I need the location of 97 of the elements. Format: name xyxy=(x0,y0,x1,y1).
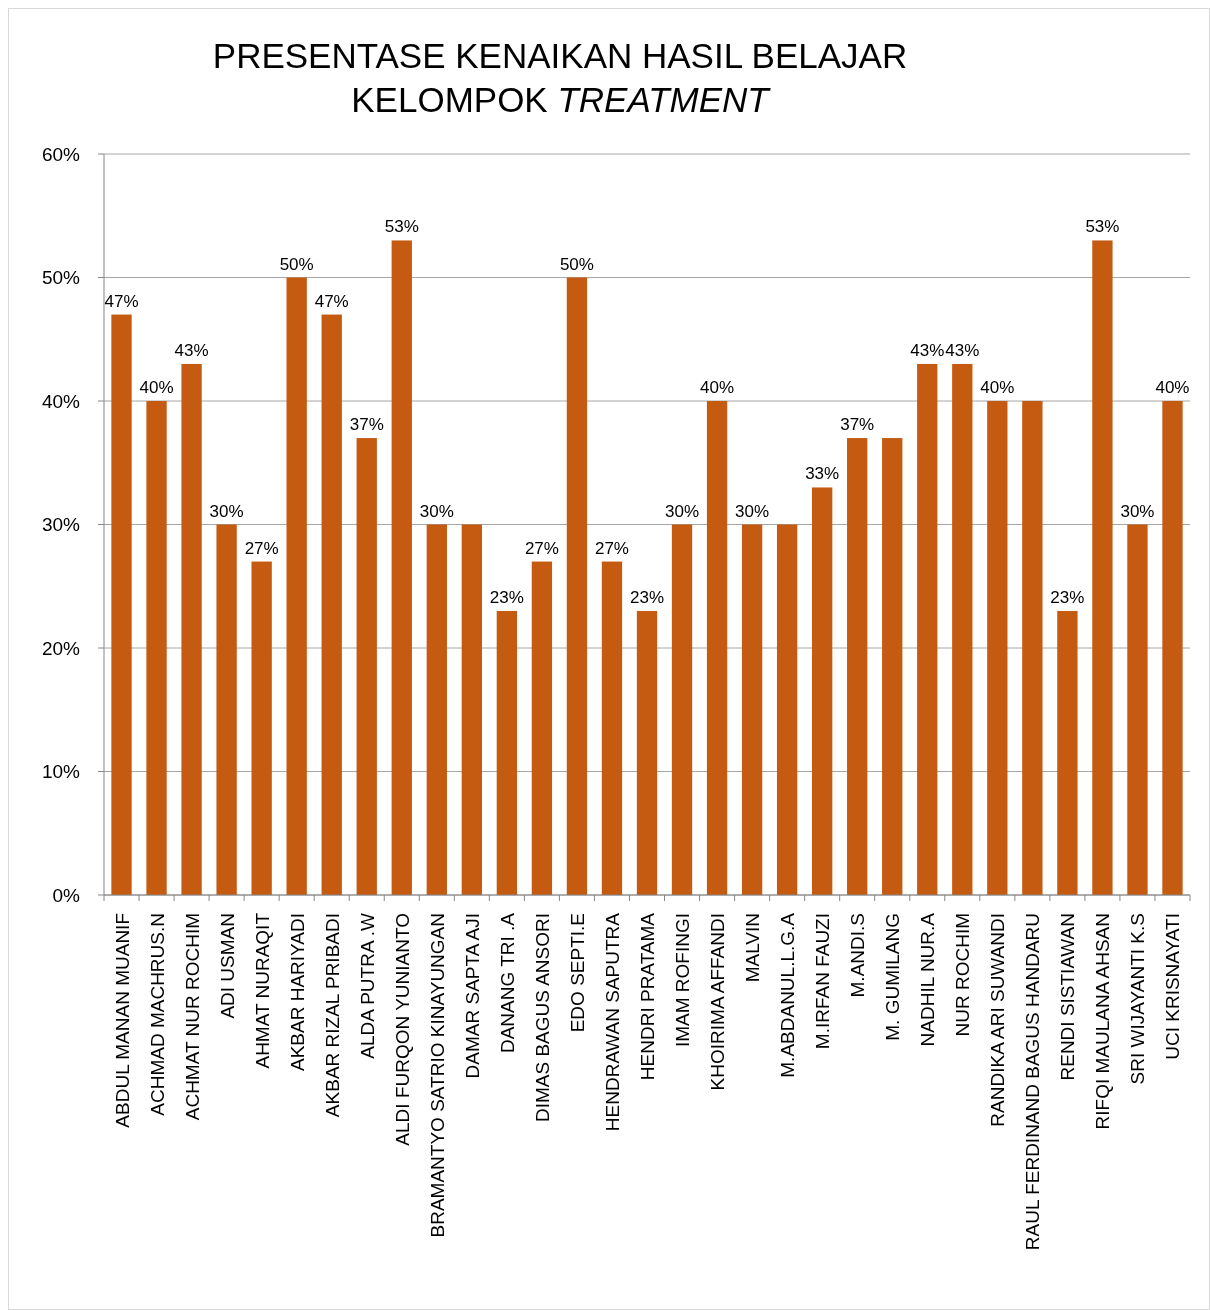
x-tick-label: M. GUMILANG xyxy=(882,913,904,1041)
data-label: 30% xyxy=(1120,501,1155,521)
bar xyxy=(321,314,342,895)
bar xyxy=(391,240,412,895)
data-label: 37% xyxy=(840,415,875,435)
bar xyxy=(531,561,553,895)
x-tick-label: MALVIN xyxy=(742,913,764,983)
bar xyxy=(286,277,307,895)
x-tick-label: ALDA PUTRA .W xyxy=(356,912,378,1059)
data-label: 23% xyxy=(489,587,524,607)
data-label: 40% xyxy=(700,378,735,397)
bar xyxy=(566,277,588,895)
bar xyxy=(847,438,868,895)
data-label: 47% xyxy=(104,291,139,311)
data-label: 53% xyxy=(384,217,419,237)
x-tick-label: DANANG TRI .A xyxy=(496,912,518,1054)
x-tick-label: HENDRI PRATAMA xyxy=(637,912,658,1081)
bar xyxy=(356,438,377,895)
data-label: 40% xyxy=(139,378,174,397)
bar xyxy=(216,524,237,895)
x-tick-label: ACHMAD MACHRUS.N xyxy=(146,913,168,1116)
y-tick-label: 0% xyxy=(52,884,81,906)
data-label: 33% xyxy=(805,464,840,484)
x-tick-label: ADI USMAN xyxy=(216,913,238,1019)
y-tick-label: 60% xyxy=(41,143,81,165)
x-tick-label: M.ABDANUL.L.G.A xyxy=(777,912,799,1078)
bar xyxy=(987,401,1008,895)
y-tick-label: 30% xyxy=(41,514,81,536)
x-tick-label: IMAM ROFINGI xyxy=(672,913,694,1048)
x-tick-label: KHOIRIMA AFFANDI xyxy=(707,913,729,1091)
x-tick-label: AKBAR HARIYADI xyxy=(286,913,308,1072)
x-tick-label: DIMAS BAGUS ANSORI xyxy=(531,913,553,1123)
x-tick-label: HENDRAWAN SAPUTRA xyxy=(601,912,623,1132)
data-label: 37% xyxy=(349,415,384,435)
x-tick-label: SRI WIJAYANTI K.S xyxy=(1127,913,1149,1085)
data-label: 23% xyxy=(1050,587,1085,607)
data-label: 40% xyxy=(980,378,1015,397)
bar xyxy=(882,438,903,895)
data-label: 30% xyxy=(209,501,244,521)
data-label: 30% xyxy=(419,501,454,521)
bar xyxy=(671,524,693,895)
bar xyxy=(496,610,518,895)
x-tick-label: NADHIL NUR.A xyxy=(917,912,939,1047)
data-label: 23% xyxy=(629,587,665,607)
bar xyxy=(1162,401,1183,895)
bar xyxy=(1057,610,1078,895)
x-tick-label: RIFQI MAULANA AHSAN xyxy=(1092,913,1114,1130)
bar xyxy=(251,561,272,895)
data-label: 53% xyxy=(1085,217,1120,237)
x-tick-label: UCI KRISNAYATI xyxy=(1162,913,1184,1060)
bar xyxy=(461,524,482,895)
y-tick-label: 10% xyxy=(41,761,81,783)
data-label: 40% xyxy=(1155,378,1190,397)
y-tick-label: 40% xyxy=(41,390,81,412)
x-tick-label: RANDIKA ARI SUWANDI xyxy=(987,913,1009,1127)
bar xyxy=(111,314,132,895)
bar xyxy=(601,561,623,895)
data-label: 47% xyxy=(314,291,349,311)
x-tick-label: BRAMANTYO SATRIO KINAYUNGAN xyxy=(426,913,448,1238)
data-label: 27% xyxy=(524,538,559,558)
data-label: 50% xyxy=(559,254,594,274)
data-label: 43% xyxy=(174,340,209,360)
data-label: 43% xyxy=(910,340,945,360)
bar xyxy=(812,487,833,895)
bar xyxy=(741,524,763,895)
x-tick-label: M.IRFAN FAUZI xyxy=(812,913,834,1050)
x-tick-label: ABDUL MANAN MUANIF xyxy=(111,913,133,1128)
x-tick-label: ALDI FURQON YUNIANTO xyxy=(391,913,413,1146)
bar xyxy=(181,363,202,895)
data-label: 30% xyxy=(735,501,770,521)
bar xyxy=(952,363,973,895)
x-tick-label: AKBAR RIZAL PRIBADI xyxy=(321,913,343,1118)
data-label: 43% xyxy=(945,340,980,360)
bar xyxy=(636,610,658,895)
data-label: 50% xyxy=(279,254,314,274)
x-tick-label: ACHMAT NUR ROCHIM xyxy=(181,913,203,1121)
data-label: 30% xyxy=(665,501,700,521)
bar xyxy=(776,524,798,895)
bar xyxy=(1127,524,1148,895)
x-tick-label: DAMAR SAPTA AJI xyxy=(461,913,483,1079)
bar xyxy=(917,363,938,895)
y-tick-label: 50% xyxy=(41,267,81,289)
bar xyxy=(426,524,447,895)
data-label: 27% xyxy=(594,538,629,558)
data-label: 27% xyxy=(244,538,279,558)
x-tick-label: M.ANDI.S xyxy=(847,913,869,998)
x-tick-label: RENDI SISTIAWAN xyxy=(1057,913,1079,1081)
x-tick-label: AHMAT NURAQIT xyxy=(251,912,273,1069)
bar xyxy=(146,401,167,895)
bar xyxy=(1022,401,1043,895)
bar xyxy=(706,401,728,895)
bar xyxy=(1092,240,1113,895)
x-tick-label: NUR ROCHIM xyxy=(952,913,974,1037)
chart-title: PRESENTASE KENAIKAN HASIL BELAJAR KELOMPOK TREATMENT xyxy=(212,36,908,119)
x-tick-label: EDO SEPTI.E xyxy=(566,913,588,1033)
y-tick-label: 20% xyxy=(41,637,81,659)
x-tick-label: RAUL FERDINAND BAGUS HANDARU xyxy=(1022,913,1044,1251)
